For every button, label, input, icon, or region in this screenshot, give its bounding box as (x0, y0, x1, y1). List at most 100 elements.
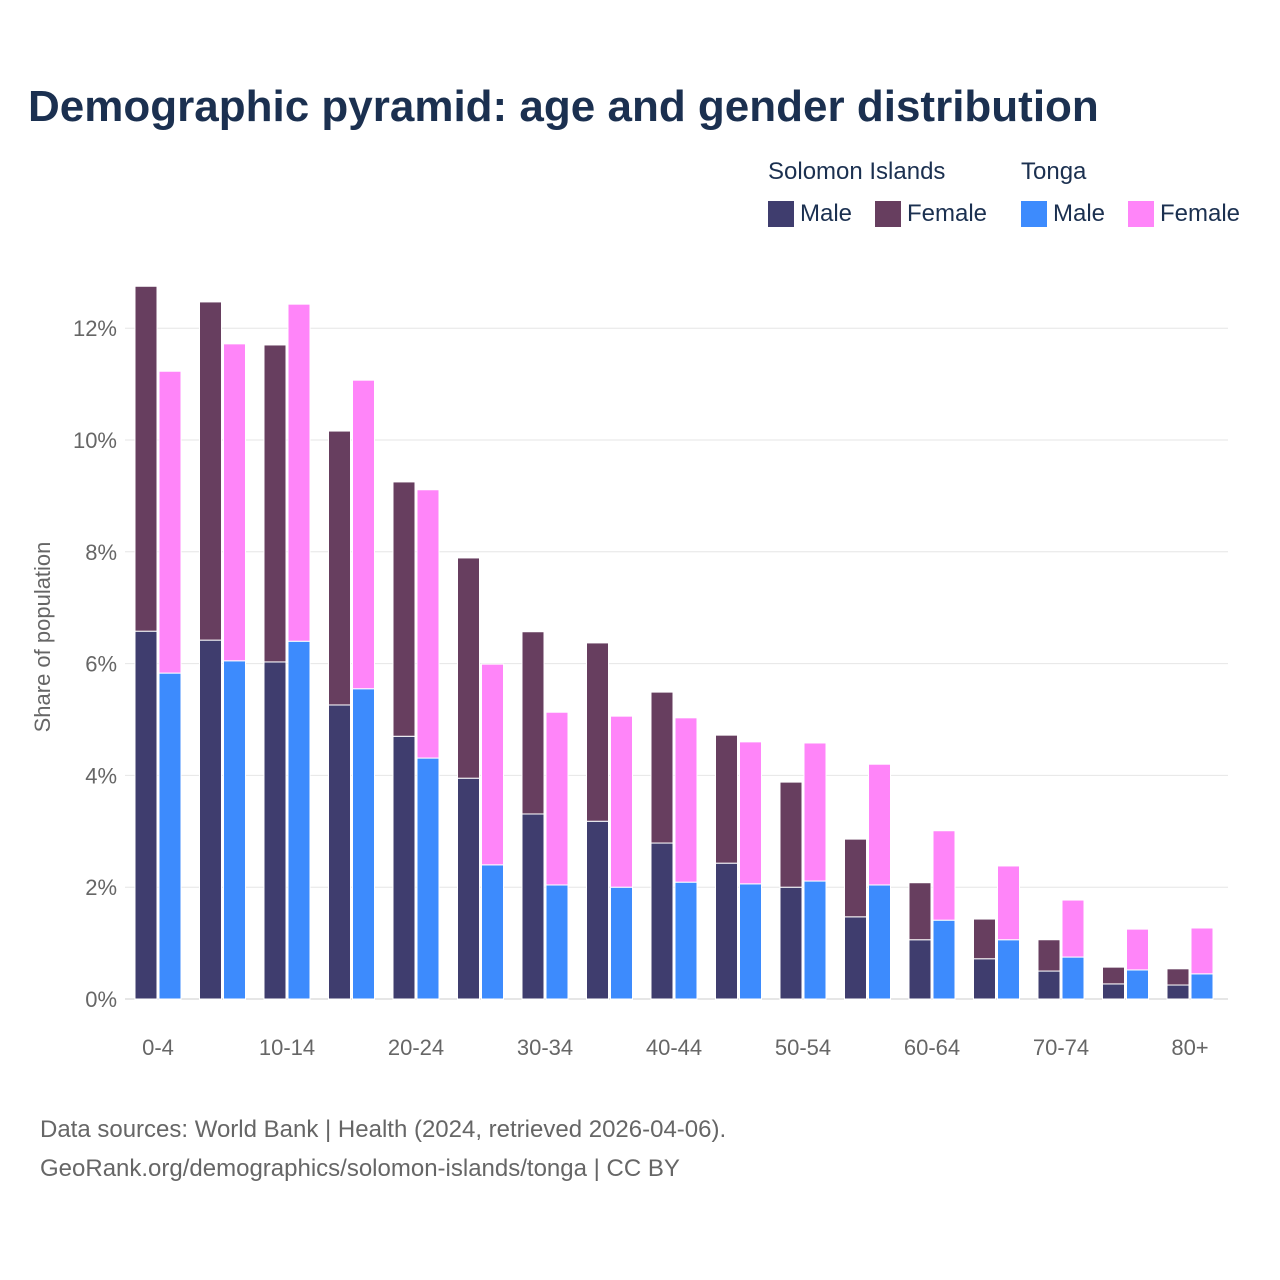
bar-solomon-islands-female-35-39 (586, 642, 609, 822)
bar-tonga-female-50-54 (803, 742, 827, 882)
y-axis-label: Share of population (30, 542, 55, 733)
bar-solomon-islands-male-25-29 (457, 777, 480, 1000)
bar-solomon-islands-male-55-59 (844, 916, 867, 1000)
bar-solomon-islands-male-20-24 (392, 735, 416, 1000)
chart-title: Demographic pyramid: age and gender dist… (28, 82, 1099, 131)
bar-solomon-islands-female-0-4 (134, 285, 158, 632)
bar-tonga-male-25-29 (481, 864, 504, 1000)
bar-tonga-female-70-74 (1061, 899, 1085, 958)
bar-tonga-female-25-29 (481, 663, 504, 866)
bar-solomon-islands-male-10-14 (263, 661, 287, 1000)
bar-tonga-male-30-34 (545, 884, 569, 1000)
bar-solomon-islands-male-70-74 (1037, 970, 1061, 1000)
bar-solomon-islands-male-60-64 (908, 939, 932, 1000)
bar-solomon-islands-male-80+ (1166, 984, 1190, 1000)
footer-url: GeoRank.org/demographics/solomon-islands… (40, 1155, 680, 1182)
bar-tonga-female-80+ (1190, 927, 1214, 975)
bar-tonga-male-60-64 (932, 919, 956, 1000)
bar-solomon-islands-male-75-79 (1102, 983, 1125, 1000)
bar-tonga-male-75-79 (1126, 969, 1149, 1000)
legend-label: Male (800, 200, 853, 227)
bar-solomon-islands-female-10-14 (263, 344, 287, 663)
legend-label: Male (1053, 200, 1106, 227)
legend-solomon-male: Male (768, 200, 852, 228)
bar-solomon-islands-female-70-74 (1037, 939, 1061, 972)
bar-solomon-islands-female-45-49 (715, 734, 738, 864)
bar-tonga-female-30-34 (545, 711, 569, 886)
y-tick-label: 4% (85, 763, 117, 788)
bar-solomon-islands-female-40-44 (650, 691, 674, 844)
bar-tonga-female-20-24 (416, 489, 440, 759)
x-tick-label: 80+ (1171, 1035, 1208, 1060)
bar-tonga-male-5-9 (223, 660, 246, 1000)
bar-tonga-female-60-64 (932, 830, 956, 921)
bar-tonga-male-70-74 (1061, 956, 1085, 1000)
bar-tonga-male-0-4 (158, 672, 182, 1000)
bar-tonga-male-35-39 (610, 886, 633, 1000)
legend-swatch (768, 201, 794, 227)
legend-label: Female (1160, 200, 1241, 227)
y-tick-label: 6% (85, 652, 117, 677)
bar-tonga-male-40-44 (674, 881, 698, 1000)
bar-tonga-male-65-69 (997, 939, 1020, 1000)
y-tick-label: 0% (85, 987, 117, 1012)
bar-solomon-islands-male-50-54 (779, 886, 803, 1000)
legend-swatch (1021, 201, 1047, 227)
legend-swatch (1128, 201, 1154, 227)
bar-tonga-female-5-9 (223, 343, 246, 662)
y-tick-label: 8% (85, 540, 117, 565)
bar-solomon-islands-male-40-44 (650, 842, 674, 1000)
bar-tonga-male-45-49 (739, 883, 762, 1000)
bar-solomon-islands-male-30-34 (521, 813, 545, 1000)
bar-tonga-female-75-79 (1126, 928, 1149, 971)
y-tick-label: 12% (73, 316, 117, 341)
bar-solomon-islands-female-25-29 (457, 557, 480, 779)
bar-tonga-female-55-59 (868, 763, 891, 886)
bar-solomon-islands-male-45-49 (715, 862, 738, 1000)
bar-solomon-islands-female-55-59 (844, 838, 867, 918)
bar-tonga-female-15-19 (352, 379, 375, 690)
x-tick-label: 30-34 (517, 1035, 573, 1060)
bar-tonga-male-10-14 (287, 640, 311, 1000)
bar-solomon-islands-male-65-69 (973, 958, 996, 1000)
bar-tonga-male-20-24 (416, 757, 440, 1000)
x-tick-label: 20-24 (388, 1035, 444, 1060)
y-tick-label: 2% (85, 875, 117, 900)
x-tick-label: 40-44 (646, 1035, 702, 1060)
bar-solomon-islands-male-35-39 (586, 820, 609, 1000)
bar-tonga-male-55-59 (868, 884, 891, 1000)
bar-tonga-female-65-69 (997, 865, 1020, 941)
bar-solomon-islands-female-65-69 (973, 918, 996, 960)
x-tick-label: 0-4 (142, 1035, 174, 1060)
bar-solomon-islands-female-80+ (1166, 968, 1190, 986)
legend-group-tonga: Tonga (1021, 158, 1087, 185)
bar-solomon-islands-female-60-64 (908, 882, 932, 941)
bar-solomon-islands-female-75-79 (1102, 966, 1125, 985)
legend-solomon-female: Female (875, 200, 987, 228)
bar-solomon-islands-female-20-24 (392, 481, 416, 737)
footer-source: Data sources: World Bank | Health (2024,… (40, 1116, 727, 1143)
bar-solomon-islands-male-0-4 (134, 630, 158, 1000)
bar-tonga-female-45-49 (739, 741, 762, 885)
bar-tonga-female-10-14 (287, 303, 311, 642)
legend-group-solomon: Solomon Islands (768, 158, 946, 185)
bar-tonga-female-35-39 (610, 715, 633, 888)
bar-tonga-male-80+ (1190, 973, 1214, 1000)
bar-tonga-female-0-4 (158, 370, 182, 674)
x-tick-label: 10-14 (259, 1035, 315, 1060)
y-tick-label: 10% (73, 428, 117, 453)
legend-label: Female (907, 200, 988, 227)
legend-tonga-male: Male (1021, 200, 1105, 228)
bar-tonga-male-15-19 (352, 688, 375, 1000)
bar-solomon-islands-male-15-19 (328, 704, 351, 1000)
bar-solomon-islands-female-30-34 (521, 631, 545, 815)
bar-solomon-islands-female-5-9 (199, 301, 222, 641)
bar-solomon-islands-female-50-54 (779, 781, 803, 888)
bar-solomon-islands-male-5-9 (199, 639, 222, 1000)
legend-swatch (875, 201, 901, 227)
bar-tonga-female-40-44 (674, 717, 698, 883)
bar-tonga-male-50-54 (803, 880, 827, 1000)
bar-solomon-islands-female-15-19 (328, 430, 351, 706)
